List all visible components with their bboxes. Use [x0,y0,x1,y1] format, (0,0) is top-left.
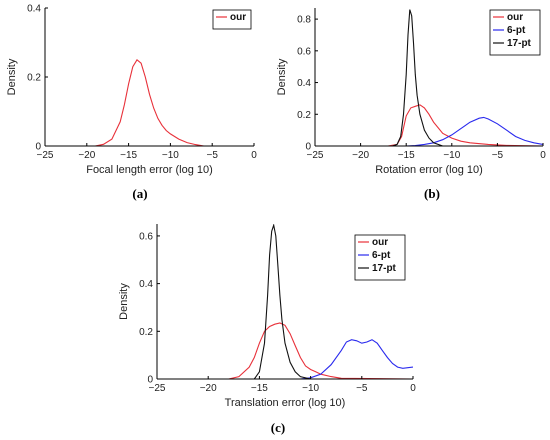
x-tick-label: −20 [352,150,369,161]
y-tick-label: 0.6 [139,231,153,242]
figure-caption: (a) [132,186,147,201]
legend-label-17-pt: 17-pt [372,263,397,274]
x-tick-label: −5 [492,150,504,161]
x-axis-label: Rotation error (log 10) [375,164,483,176]
y-axis-label: Density [276,58,288,95]
x-tick-label: −10 [302,383,319,394]
y-tick-label: 0.6 [297,46,311,57]
y-tick-label: 0.2 [27,73,41,84]
y-tick-label: 0 [35,142,41,153]
series-line-17-pt [315,9,543,146]
x-tick-label: 0 [251,150,257,161]
y-tick-label: 0.4 [139,279,153,290]
x-tick-label: −20 [200,383,217,394]
series-line-17-pt [157,224,413,379]
y-tick-label: 0 [305,142,311,153]
x-tick-label: −25 [149,383,166,394]
y-tick-label: 0.8 [297,15,311,26]
legend-box [212,9,252,30]
series-group [157,224,413,379]
x-tick-label: −5 [206,150,218,161]
y-axis-label: Density [118,283,130,320]
y-tick-label: 0.2 [139,327,153,338]
y-tick-label: 0 [147,375,153,386]
x-tick-label: −25 [307,150,324,161]
chart-2: −25 −20 −15 −10 −5 0 0 0.2 0.4 0.6 Translation err… [118,224,416,435]
x-tick-label: −15 [120,150,137,161]
x-tick-label: −20 [78,150,95,161]
x-tick-label: −15 [398,150,415,161]
x-axis-label: Translation error (log 10) [225,397,346,409]
series-line-our [157,322,413,379]
x-tick-label: −10 [443,150,460,161]
legend: our [212,9,252,30]
legend: our 6-pt 17-pt [354,234,406,281]
x-tick-label: −15 [251,383,268,394]
figure-caption: (c) [271,420,285,435]
x-tick-label: −25 [37,150,54,161]
legend-label-6-pt: 6-pt [507,25,526,36]
x-tick-label: −5 [356,383,368,394]
x-axis-label: Focal length error (log 10) [86,164,213,176]
legend-label-our: our [507,12,523,23]
y-tick-label: 0.2 [297,110,311,121]
legend: our 6-pt 17-pt [489,9,541,56]
legend-label-our: our [372,237,388,248]
y-tick-label: 0.4 [297,78,311,89]
legend-label-our: our [230,12,246,23]
series-group [45,58,254,146]
x-tick-label: 0 [410,383,416,394]
series-line-6-pt [157,339,413,379]
y-tick-label: 0.4 [27,4,41,15]
y-axis-label: Density [6,58,18,95]
series-line-6-pt [315,116,543,146]
legend-label-6-pt: 6-pt [372,250,391,261]
series-line-our [45,58,254,146]
legend-label-17-pt: 17-pt [507,38,532,49]
series-group [315,9,543,146]
series-line-our [315,104,543,146]
figure-caption: (b) [424,186,440,201]
chart-1: −25 −20 −15 −10 −5 0 0 0.2 0.4 0.6 0.8 Rotation err… [276,8,546,201]
chart-0: −25 −20 −15 −10 −5 0 0 0.2 0.4 Focal length error… [6,4,257,202]
x-tick-label: −10 [162,150,179,161]
x-tick-label: 0 [540,150,546,161]
